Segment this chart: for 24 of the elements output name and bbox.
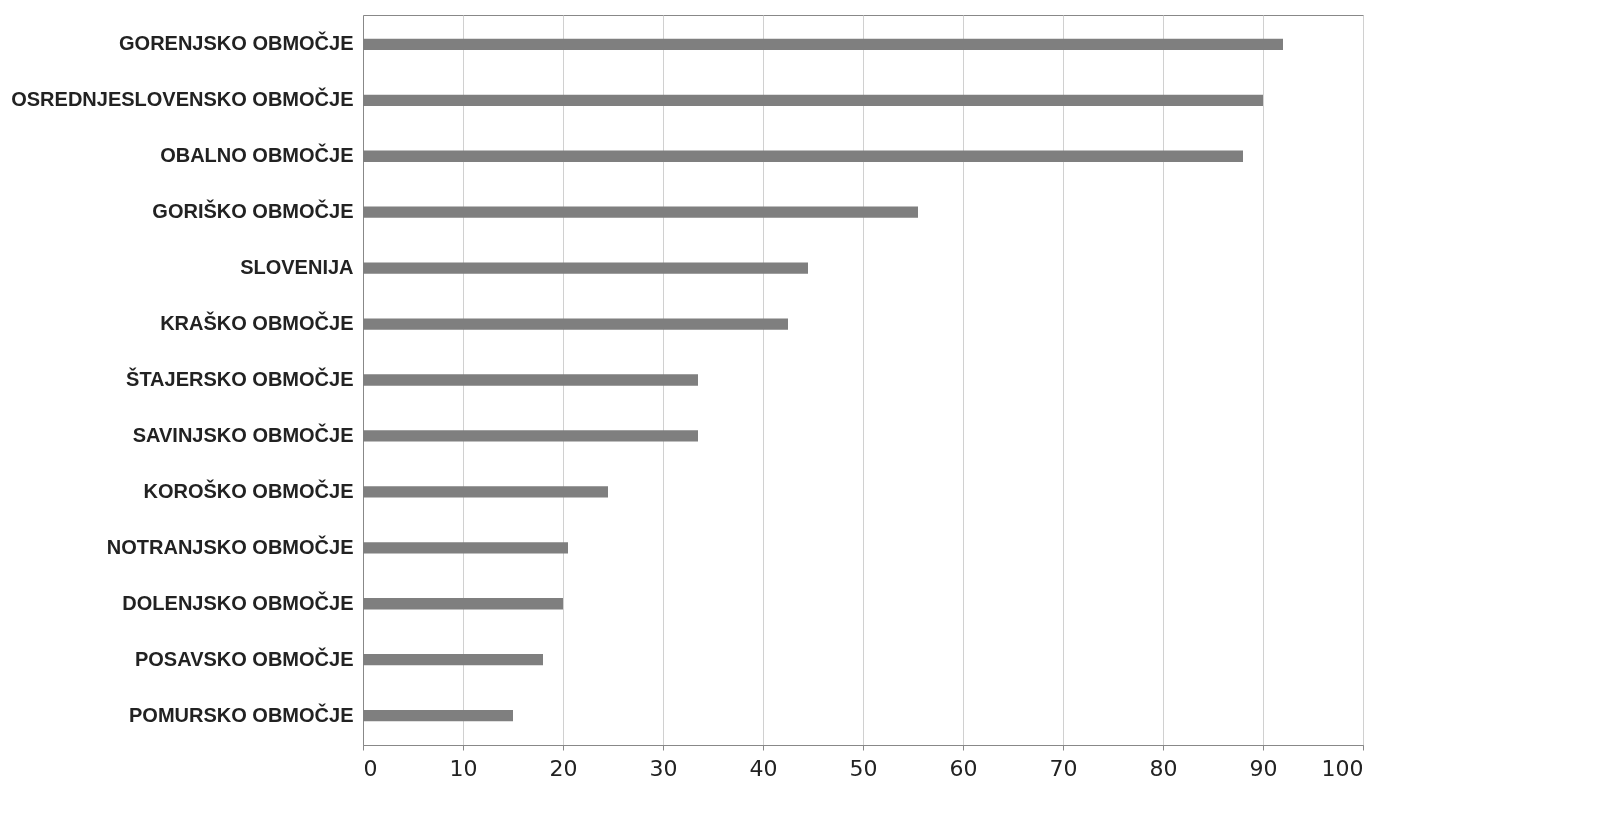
x-tick-label: 50	[849, 755, 878, 781]
x-tick-label: 40	[749, 755, 778, 781]
x-tick-label: 60	[949, 755, 978, 781]
x-tick-label: 70	[1049, 755, 1078, 781]
x-tick-label: 20	[549, 755, 578, 781]
y-tick-label: NOTRANJSKO OBMOČJE	[106, 534, 354, 558]
y-tick-label: SLOVENIJA	[240, 256, 354, 279]
y-tick-label: OBALNO OBMOČJE	[160, 143, 354, 167]
x-tick-label: 90	[1249, 755, 1278, 781]
x-tick-label: 30	[649, 755, 678, 781]
y-tick-label: KRAŠKO OBMOČJE	[160, 311, 354, 335]
y-tick-label: DOLENJSKO OBMOČJE	[122, 590, 354, 614]
x-tick-label: 10	[449, 755, 478, 781]
y-tick-label: POMURSKO OBMOČJE	[129, 702, 354, 726]
y-tick-label: POSAVSKO OBMOČJE	[134, 646, 354, 670]
y-tick-label: OSREDNJESLOVENSKO OBMOČJE	[11, 87, 354, 111]
x-tick-label: 100	[1321, 755, 1364, 781]
y-tick-label: GORIŠKO OBMOČJE	[152, 199, 354, 223]
y-tick-label: KOROŠKO OBMOČJE	[143, 478, 354, 502]
x-tick-label: 80	[1149, 755, 1178, 781]
y-tick-label: GORENJSKO OBMOČJE	[119, 31, 354, 55]
y-tick-label: SAVINJSKO OBMOČJE	[132, 422, 354, 446]
x-tick-label: 0	[363, 755, 378, 781]
y-tick-label: ŠTAJERSKO OBMOČJE	[126, 367, 354, 390]
